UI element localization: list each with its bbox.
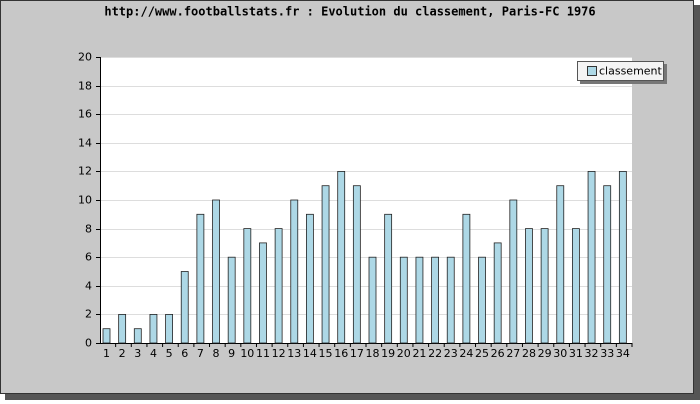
x-tick-label: 1 (103, 347, 110, 360)
x-tick-label: 18 (366, 347, 380, 360)
bar (196, 213, 205, 344)
bar (102, 328, 111, 344)
x-tick-label: 10 (240, 347, 254, 360)
x-tick-label: 19 (381, 347, 395, 360)
bar (165, 313, 173, 344)
x-tick-label: 11 (256, 347, 270, 360)
x-tick-label: 21 (412, 347, 426, 360)
x-tick-label: 14 (303, 347, 317, 360)
bar (352, 185, 361, 344)
bar (118, 313, 127, 344)
y-tick-label: 8 (85, 223, 92, 236)
bar (525, 228, 533, 344)
x-tick-label: 5 (166, 347, 173, 360)
y-tick-label: 20 (78, 51, 92, 64)
bar (587, 170, 596, 344)
bar (462, 213, 471, 344)
bar (618, 170, 627, 344)
bar (274, 228, 283, 344)
bar (399, 256, 408, 344)
x-tick-label: 3 (134, 347, 141, 360)
x-tick-label: 32 (585, 347, 599, 360)
bar (540, 228, 549, 344)
x-tick-label: 15 (319, 347, 333, 360)
bar (493, 242, 502, 344)
bar (415, 256, 424, 344)
bar (259, 242, 267, 344)
bar (227, 256, 236, 344)
y-tick-label: 16 (78, 108, 92, 121)
x-tick-label: 28 (522, 347, 536, 360)
legend-box (577, 61, 664, 81)
bar (180, 271, 189, 344)
y-tick-label: 0 (85, 337, 92, 350)
x-tick-label: 8 (213, 347, 220, 360)
bar (133, 328, 142, 344)
bar (556, 185, 565, 344)
bar (572, 228, 580, 344)
x-tick-label: 26 (491, 347, 505, 360)
x-tick-label: 23 (444, 347, 458, 360)
bar (306, 213, 314, 344)
bar (321, 185, 330, 344)
x-tick-label: 27 (506, 347, 520, 360)
x-tick-label: 29 (538, 347, 552, 360)
bar (431, 256, 439, 344)
bar (212, 199, 220, 344)
x-tick-label: 9 (228, 347, 235, 360)
bar (509, 199, 518, 344)
y-tick-label: 4 (85, 280, 92, 293)
y-tick-label: 2 (85, 308, 92, 321)
x-tick-label: 34 (616, 347, 630, 360)
bar (446, 256, 455, 344)
x-tick-label: 12 (272, 347, 286, 360)
x-tick-label: 31 (569, 347, 583, 360)
y-tick-label: 6 (85, 251, 92, 264)
bar (290, 199, 299, 344)
x-tick-label: 24 (459, 347, 473, 360)
legend-label: classement (599, 65, 663, 78)
x-tick-label: 25 (475, 347, 489, 360)
bar (149, 313, 158, 344)
bar (337, 170, 346, 344)
y-tick-label: 14 (78, 137, 92, 150)
x-tick-label: 7 (197, 347, 204, 360)
x-tick-label: 16 (334, 347, 348, 360)
bar (603, 185, 612, 344)
chart-title: http://www.footballstats.fr : Evolution … (104, 5, 595, 19)
x-tick-label: 4 (150, 347, 157, 360)
x-tick-label: 2 (119, 347, 126, 360)
x-tick-label: 13 (287, 347, 301, 360)
x-tick-label: 30 (553, 347, 567, 360)
x-tick-label: 6 (181, 347, 188, 360)
bar (243, 228, 252, 344)
y-tick-label: 10 (78, 194, 92, 207)
x-tick-label: 33 (600, 347, 614, 360)
legend: classement (577, 61, 667, 84)
bar (384, 213, 393, 344)
bar (478, 256, 486, 344)
y-tick-label: 18 (78, 80, 92, 93)
x-tick-label: 22 (428, 347, 442, 360)
bar (368, 256, 377, 344)
legend-swatch (587, 66, 597, 76)
x-tick-label: 20 (397, 347, 411, 360)
x-tick-label: 17 (350, 347, 364, 360)
y-tick-label: 12 (78, 165, 92, 178)
